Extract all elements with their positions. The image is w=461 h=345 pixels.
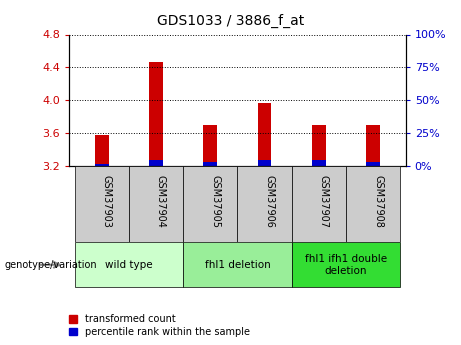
Bar [129,166,183,242]
Bar [346,166,400,242]
Legend: transformed count, percentile rank within the sample: transformed count, percentile rank withi… [70,314,250,337]
Text: GSM37907: GSM37907 [319,175,329,228]
Text: GSM37904: GSM37904 [156,175,166,228]
Bar [366,162,380,166]
Bar [366,125,380,166]
Text: GSM37906: GSM37906 [265,175,275,228]
Bar [75,166,129,242]
Bar [183,166,237,242]
Bar [258,160,272,166]
Bar [95,164,108,166]
Text: GDS1033 / 3886_f_at: GDS1033 / 3886_f_at [157,14,304,28]
Bar [203,161,217,166]
Bar [258,102,272,166]
Bar [149,61,163,166]
Text: fhl1 deletion: fhl1 deletion [205,260,270,270]
Text: GSM37908: GSM37908 [373,175,383,228]
Text: genotype/variation: genotype/variation [5,260,97,270]
Bar [292,166,346,242]
Bar [95,135,108,166]
Bar [183,243,292,287]
Bar [237,166,292,242]
Bar [312,125,325,166]
Text: GSM37905: GSM37905 [210,175,220,228]
Text: fhl1 ifh1 double
deletion: fhl1 ifh1 double deletion [305,254,387,276]
Bar [203,125,217,166]
Text: GSM37903: GSM37903 [102,175,112,228]
Bar [149,160,163,166]
Text: wild type: wild type [105,260,153,270]
Bar [292,243,400,287]
Bar [75,243,183,287]
Bar [312,160,325,166]
